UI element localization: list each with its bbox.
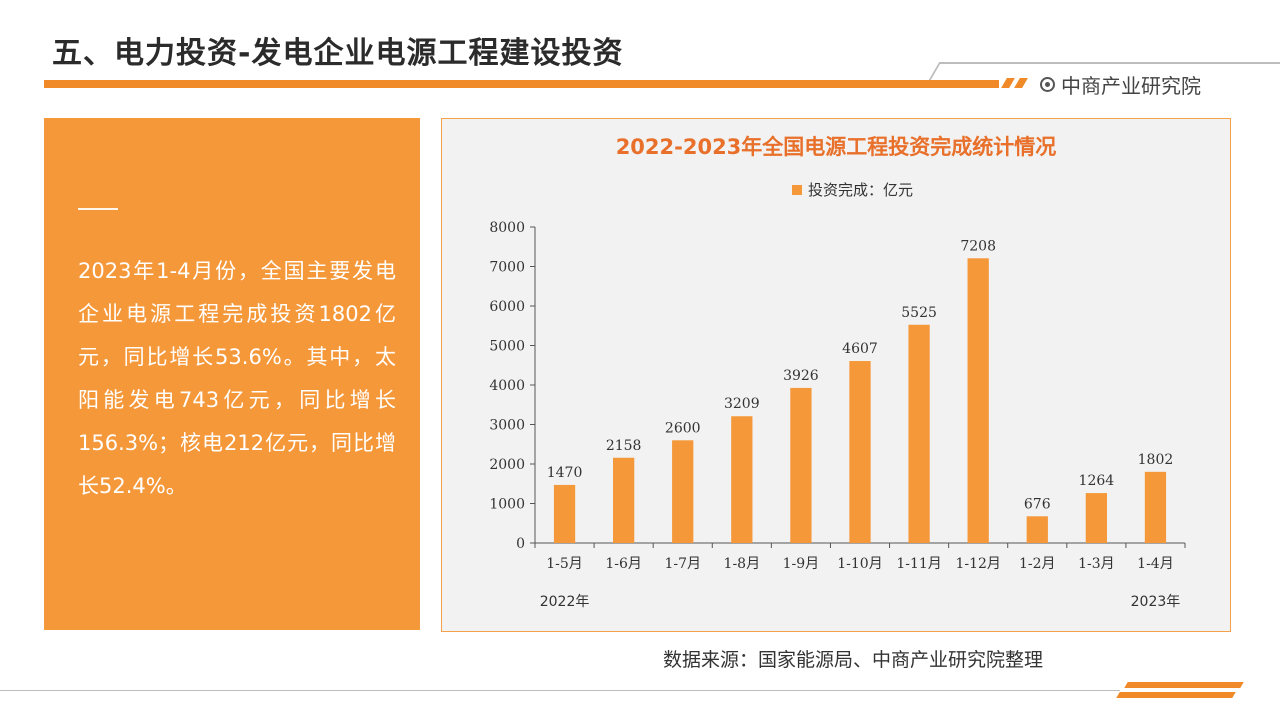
bar — [849, 361, 871, 543]
x-tick-label: 1-8月 — [724, 556, 761, 572]
y-tick-label: 8000 — [489, 220, 525, 236]
data-label: 7208 — [960, 238, 996, 254]
x-tick-label: 1-9月 — [783, 556, 820, 572]
x-tick-label: 1-5月 — [546, 556, 583, 572]
y-tick-label: 6000 — [489, 299, 525, 315]
bar — [790, 387, 812, 543]
title-accent-stripes — [1001, 78, 1028, 88]
brand: 中商产业研究院 — [1040, 70, 1201, 99]
brand-logo-icon — [1040, 77, 1055, 92]
bar — [908, 324, 930, 543]
bar — [553, 484, 576, 543]
data-label: 1802 — [1138, 452, 1174, 468]
data-label: 3926 — [783, 368, 819, 384]
x-tick-label: 1-6月 — [605, 556, 642, 572]
data-label: 1264 — [1079, 473, 1115, 489]
y-tick-label: 7000 — [489, 260, 525, 276]
y-tick-label: 0 — [516, 536, 525, 552]
y-tick-label: 5000 — [489, 339, 525, 355]
chart-panel: 2022-2023年全国电源工程投资完成统计情况 投资完成：亿元 0 1000 20… — [441, 118, 1231, 632]
bar — [967, 258, 989, 543]
title-underline-bar — [44, 80, 999, 88]
year-label: 2022年 — [540, 594, 590, 610]
summary-dash-decoration — [78, 208, 118, 210]
bar — [1026, 516, 1048, 543]
data-label: 4607 — [842, 341, 878, 357]
header-divider-slant — [928, 62, 942, 80]
brand-name: 中商产业研究院 — [1061, 74, 1201, 98]
data-source-note: 数据来源：国家能源局、中商产业研究院整理 — [663, 649, 1044, 671]
y-tick-label: 2000 — [489, 457, 525, 473]
x-tick-label: 1-12月 — [955, 556, 1000, 572]
x-tick-label: 1-3月 — [1078, 556, 1115, 572]
chart-title: 2022-2023年全国电源工程投资完成统计情况 — [615, 135, 1057, 159]
data-label: 5525 — [901, 305, 937, 321]
x-tick-label: 1-4月 — [1137, 556, 1174, 572]
y-tick-label: 1000 — [489, 497, 525, 513]
x-tick-label: 1-2月 — [1019, 556, 1056, 572]
footer-divider-line — [0, 690, 1120, 691]
bar — [1085, 493, 1107, 543]
summary-text: 2023年1-4月份，全国主要发电企业电源工程完成投资1802亿元，同比增长53… — [78, 259, 396, 498]
bar — [1144, 471, 1167, 543]
data-label: 3209 — [724, 396, 760, 412]
y-tick-label: 4000 — [489, 378, 525, 394]
x-tick-label: 1-7月 — [664, 556, 701, 572]
bar — [731, 416, 753, 543]
page-title: 五、电力投资-发电企业电源工程建设投资 — [52, 36, 624, 71]
data-label: 1470 — [547, 465, 583, 481]
x-tick-label: 1-10月 — [837, 556, 882, 572]
summary-panel: 2023年1-4月份，全国主要发电企业电源工程完成投资1802亿元，同比增长53… — [44, 118, 420, 630]
legend-swatch — [792, 184, 802, 195]
header-divider-line — [940, 62, 1280, 64]
year-label: 2023年 — [1131, 594, 1181, 610]
footer-accent-stripes — [1116, 682, 1246, 708]
legend-label: 投资完成：亿元 — [808, 181, 914, 199]
bar — [613, 457, 635, 543]
data-label: 2600 — [665, 420, 701, 436]
data-label: 2158 — [606, 438, 642, 454]
bar-chart: 0 1000 2000 3000 4000 5000 6000 7000 8000 1470 1-5… — [489, 220, 1186, 610]
data-label: 676 — [1024, 496, 1051, 512]
y-tick-label: 3000 — [489, 418, 525, 434]
bar — [672, 440, 694, 543]
x-tick-label: 1-11月 — [896, 556, 941, 572]
chart-legend: 投资完成：亿元 — [792, 179, 913, 200]
